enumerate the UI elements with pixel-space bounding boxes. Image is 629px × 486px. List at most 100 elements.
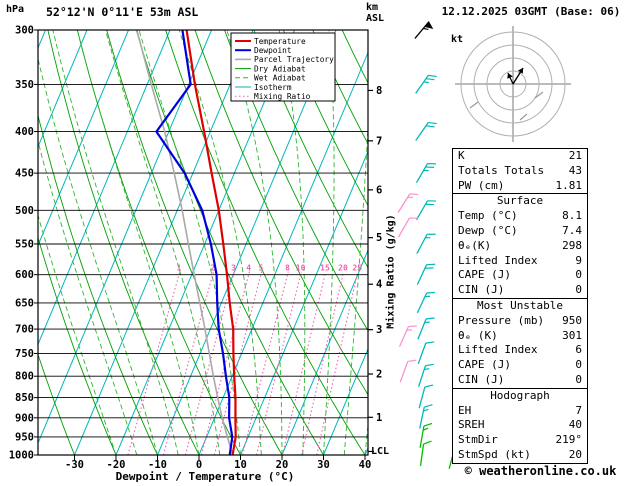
km-tick-label: 5 bbox=[376, 232, 382, 244]
legend-item-label: Dry Adiabat bbox=[254, 64, 306, 73]
wet-adiabat-line bbox=[38, 56, 158, 455]
mixing-ratio-value-label: 10 bbox=[296, 264, 306, 273]
mixing-ratio-value-label: 5 bbox=[258, 264, 263, 273]
dry-adiabat-line bbox=[38, 353, 75, 455]
dry-adiabat-line bbox=[253, 30, 368, 269]
mixing-ratio-line bbox=[301, 271, 345, 455]
mixing-ratio-value-label: 2 bbox=[210, 264, 215, 273]
index-value: 1.81 bbox=[555, 178, 583, 192]
surface-row: Dewp (°C) 7.4 bbox=[453, 224, 587, 239]
index-label: SREH bbox=[458, 418, 485, 432]
mixing-ratio-value-label: 15 bbox=[320, 264, 330, 273]
index-value: 7 bbox=[575, 403, 582, 417]
temp-tick-label: 40 bbox=[359, 459, 372, 471]
isotherm-line bbox=[38, 30, 212, 445]
altitude-unit-km: km bbox=[366, 2, 379, 13]
wind-barb bbox=[397, 193, 419, 213]
pressure-tick-label: 1000 bbox=[9, 450, 34, 462]
parcel-trajectory-curve bbox=[136, 30, 234, 455]
mixing-ratio-line bbox=[242, 271, 289, 455]
index-label: Temp (°C) bbox=[458, 209, 518, 223]
temp-tick-label: 30 bbox=[317, 459, 330, 471]
index-label: CAPE (J) bbox=[458, 268, 511, 282]
hodograph-arrowhead bbox=[517, 68, 523, 74]
plot-frame bbox=[37, 29, 369, 456]
dewpoint-curve bbox=[155, 30, 234, 455]
wind-barb bbox=[414, 21, 434, 39]
mixing-ratio-line bbox=[316, 271, 359, 455]
index-value: 20 bbox=[568, 447, 582, 461]
legend-item-label: Dewpoint bbox=[254, 46, 292, 55]
pressure-tick-label: 800 bbox=[15, 371, 34, 383]
station-title: 52°12'N 0°11'E 53m ASL bbox=[46, 5, 199, 19]
most-unstable-row: Pressure (mb) 950 bbox=[453, 314, 587, 329]
hodograph-wind-mark bbox=[519, 113, 528, 121]
lcl-label: LCL bbox=[371, 446, 390, 457]
most-unstable-title: Most Unstable bbox=[476, 298, 564, 312]
copyright: © weatheronline.co.uk bbox=[464, 464, 617, 478]
index-value: 7.4 bbox=[562, 223, 582, 237]
mixing-ratio-line bbox=[255, 271, 302, 455]
hodograph-wind-mark bbox=[469, 101, 479, 109]
pressure-tick-label: 750 bbox=[15, 348, 34, 360]
index-label: K bbox=[458, 149, 465, 162]
mixing-ratio-line bbox=[213, 271, 263, 455]
wind-barb bbox=[416, 291, 436, 314]
wind-barb bbox=[418, 384, 434, 409]
hodograph-title: Hodograph bbox=[490, 388, 550, 402]
isotherm-line bbox=[38, 30, 171, 346]
index-value: 950 bbox=[562, 313, 582, 327]
index-value: 0 bbox=[575, 268, 582, 282]
pressure-tick-label: 900 bbox=[15, 412, 34, 424]
mixing-ratio-line bbox=[184, 271, 235, 455]
hodograph-row: SREH 40 bbox=[453, 418, 587, 433]
surface-row: θₑ(K) 298 bbox=[453, 239, 587, 254]
skewt-chart: 1 2 3 4 5 8 10 15 20 2530035040045050055060065070… bbox=[9, 21, 464, 471]
pressure-tick-label: 550 bbox=[15, 239, 34, 251]
wind-barb bbox=[419, 440, 432, 466]
most-unstable-box: Most Unstable Pressure (mb) 950 θₑ (K) 301 Li… bbox=[452, 297, 588, 389]
index-label: θₑ (K) bbox=[458, 328, 498, 342]
wind-barb bbox=[397, 217, 419, 238]
index-value: 0 bbox=[575, 358, 582, 372]
index-value: 40 bbox=[568, 418, 582, 432]
hodograph-arrowhead bbox=[507, 73, 513, 79]
index-label: Dewp (°C) bbox=[458, 223, 518, 237]
hodograph-row: StmDir 219° bbox=[453, 433, 587, 448]
isotherm-line bbox=[38, 30, 88, 148]
index-label: EH bbox=[458, 403, 472, 417]
km-tick-label: 6 bbox=[376, 184, 382, 196]
surface-row: Temp (°C) 8.1 bbox=[453, 209, 587, 224]
dry-adiabat-line bbox=[47, 30, 200, 455]
altitude-unit-label: km ASL bbox=[366, 2, 384, 24]
legend-item-label: Temperature bbox=[254, 37, 306, 46]
summary-row: K 21 bbox=[453, 149, 587, 164]
index-label: Totals Totals bbox=[458, 163, 545, 177]
temp-tick-label: 10 bbox=[234, 459, 247, 471]
most-unstable-row: Lifted Index 6 bbox=[453, 343, 587, 358]
hodograph-unit-label: kt bbox=[451, 34, 463, 45]
wind-barb bbox=[416, 233, 436, 254]
index-label: StmDir bbox=[458, 433, 498, 447]
hodograph-ring bbox=[499, 70, 527, 98]
index-label: PW (cm) bbox=[458, 178, 505, 192]
wind-barb bbox=[417, 341, 435, 365]
mixing-ratio-line bbox=[281, 271, 327, 455]
km-tick-label: 1 bbox=[376, 412, 382, 424]
temp-tick-label: -10 bbox=[148, 459, 167, 471]
index-label: θₑ(K) bbox=[458, 238, 492, 252]
km-tick-label: 2 bbox=[376, 369, 382, 381]
wind-barb bbox=[417, 363, 434, 387]
legend-item-label: Mixing Ratio bbox=[254, 92, 311, 101]
summary-box: K 21 Totals Totals 43 PW (cm) 1.81 bbox=[452, 148, 588, 195]
wind-barb bbox=[398, 325, 417, 347]
dry-adiabat-line bbox=[282, 30, 368, 207]
legend-item-label: Isotherm bbox=[254, 83, 292, 92]
hodograph-ring bbox=[473, 44, 553, 124]
hodograph-plot: kt bbox=[451, 26, 571, 142]
surface-title: Surface bbox=[496, 194, 544, 208]
km-tick-label: 7 bbox=[376, 135, 382, 147]
index-label: Pressure (mb) bbox=[458, 313, 545, 327]
hodograph-wind-mark bbox=[534, 91, 544, 99]
